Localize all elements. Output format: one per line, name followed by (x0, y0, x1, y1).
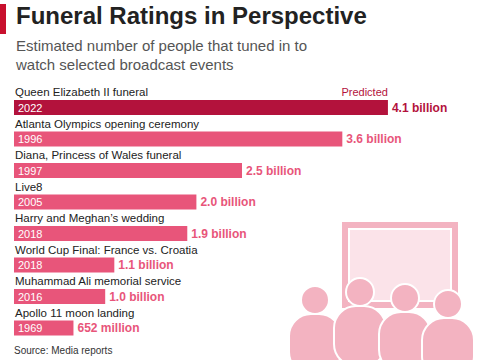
svg-text:World Cup Final: France vs. Cr: World Cup Final: France vs. Croatia (15, 244, 198, 256)
svg-text:Predicted: Predicted (341, 86, 387, 98)
svg-text:2018: 2018 (18, 228, 42, 240)
svg-text:Muhammad Ali memorial service: Muhammad Ali memorial service (15, 275, 181, 287)
html-text:Funeral Ratings in Perspective: Funeral Ratings in Perspective (16, 2, 367, 29)
svg-text:2.0 billion: 2.0 billion (200, 195, 255, 209)
svg-text:1997: 1997 (18, 165, 42, 177)
svg-text:1.1 billion: 1.1 billion (118, 258, 173, 272)
svg-text:1.9 billion: 1.9 billion (191, 227, 246, 241)
svg-text:Harry and Meghan’s wedding: Harry and Meghan’s wedding (15, 212, 164, 224)
svg-text:1996: 1996 (18, 133, 42, 145)
svg-text:Atlanta Olympics opening cerem: Atlanta Olympics opening ceremony (15, 118, 199, 130)
html-text:Source: Media reports: Source: Media reports (14, 345, 113, 356)
svg-text:4.1 billion: 4.1 billion (392, 101, 447, 115)
svg-text:1.0 billion: 1.0 billion (109, 290, 164, 304)
svg-text:2016: 2016 (18, 291, 42, 303)
svg-text:2.5 billion: 2.5 billion (246, 164, 301, 178)
html-text:Estimated number of people tha: Estimated number of people that tuned in… (16, 37, 307, 73)
svg-text:2005: 2005 (18, 196, 42, 208)
svg-text:Diana, Princess of Wales funer: Diana, Princess of Wales funeral (15, 149, 181, 161)
svg-text:652 million: 652 million (77, 321, 139, 335)
svg-text:Live8: Live8 (15, 181, 43, 193)
svg-text:2022: 2022 (18, 102, 42, 114)
svg-text:Queen Elizabeth II funeral: Queen Elizabeth II funeral (15, 86, 148, 98)
svg-text:Apollo 11 moon landing: Apollo 11 moon landing (15, 307, 134, 319)
svg-text:2018: 2018 (18, 259, 42, 271)
svg-text:3.6 billion: 3.6 billion (346, 132, 401, 146)
svg-text:1969: 1969 (18, 322, 42, 334)
